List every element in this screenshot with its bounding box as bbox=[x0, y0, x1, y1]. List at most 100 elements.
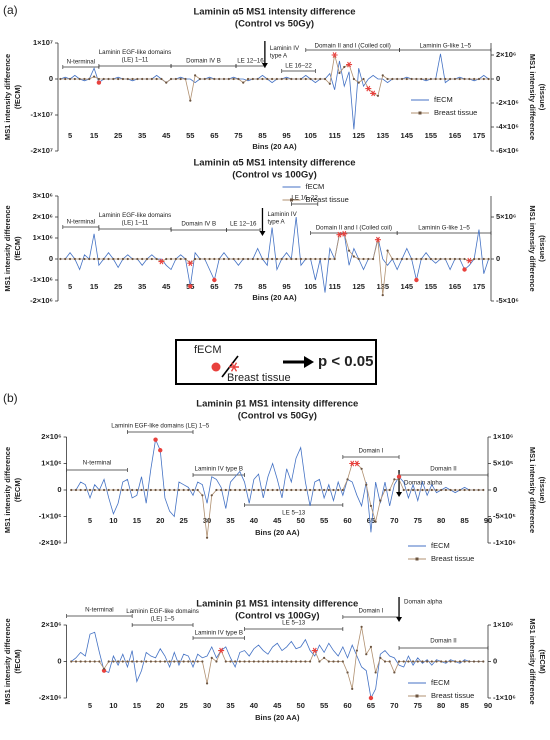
point-marker bbox=[270, 257, 274, 261]
point-marker bbox=[68, 257, 72, 261]
legend-label: fECM bbox=[431, 678, 450, 687]
point-marker bbox=[187, 488, 190, 492]
domain-bracket bbox=[131, 623, 194, 627]
point-marker bbox=[136, 257, 139, 261]
x-tick-label: 25 bbox=[114, 282, 122, 291]
point-marker bbox=[261, 77, 264, 81]
significance-asterisk bbox=[466, 257, 473, 264]
point-marker bbox=[112, 660, 115, 663]
point-marker bbox=[472, 488, 476, 492]
point-marker bbox=[327, 488, 330, 492]
point-marker bbox=[243, 660, 246, 663]
y2-tick-label: 1×10⁶ bbox=[493, 620, 513, 629]
chart-subtitle: (Control vs 100Gy) bbox=[235, 611, 319, 622]
domain-bracket bbox=[98, 64, 172, 68]
domain-label: Domain IV B bbox=[186, 58, 221, 65]
point-marker bbox=[107, 77, 110, 81]
x-tick-label: 165 bbox=[449, 282, 462, 291]
y2-tick-label: 0 bbox=[496, 254, 500, 263]
point-marker bbox=[117, 660, 120, 663]
y-axis-title: (fECM) bbox=[13, 236, 22, 261]
domain-bracket bbox=[192, 636, 245, 640]
point-marker bbox=[155, 77, 158, 81]
point-marker bbox=[374, 671, 377, 674]
significance-dot bbox=[96, 80, 102, 85]
y2-tick-label: 0 bbox=[496, 74, 500, 83]
point-marker bbox=[102, 488, 106, 492]
domain-bracket bbox=[398, 473, 489, 477]
point-marker bbox=[242, 81, 245, 84]
point-marker bbox=[251, 77, 254, 81]
point-marker bbox=[323, 488, 326, 492]
domain-label: Domain IV B bbox=[181, 221, 216, 228]
legend-label: Breast tissue bbox=[306, 195, 349, 204]
x-tick-label: 15 bbox=[90, 131, 98, 140]
point-marker bbox=[184, 257, 187, 261]
y2-tick-label: -4×10⁶ bbox=[496, 122, 519, 131]
point-marker bbox=[117, 77, 120, 81]
significance-asterisk bbox=[218, 647, 225, 654]
point-marker bbox=[191, 660, 195, 663]
point-marker bbox=[473, 77, 476, 81]
point-marker bbox=[159, 488, 162, 492]
point-marker bbox=[458, 77, 461, 81]
point-marker bbox=[309, 77, 312, 81]
point-marker bbox=[102, 257, 105, 261]
domain-label: (LE) 1–11 bbox=[122, 57, 149, 64]
x-tick-label: 135 bbox=[376, 131, 389, 140]
point-marker bbox=[98, 660, 101, 663]
point-marker bbox=[327, 660, 330, 663]
point-marker bbox=[463, 488, 466, 492]
chart-subtitle: (Control vs 50Gy) bbox=[235, 19, 314, 30]
x-tick-label: 85 bbox=[258, 282, 266, 291]
point-marker bbox=[126, 660, 129, 663]
point-marker bbox=[215, 488, 218, 492]
point-marker bbox=[102, 667, 106, 670]
point-marker bbox=[477, 257, 481, 261]
point-marker bbox=[482, 77, 485, 81]
x-tick-label: 45 bbox=[273, 701, 281, 710]
series-line bbox=[60, 53, 489, 130]
x-axis-title: Bins (20 AA) bbox=[252, 293, 297, 302]
point-marker bbox=[141, 257, 144, 261]
point-marker bbox=[338, 71, 341, 75]
significance-asterisk bbox=[346, 61, 353, 68]
point-marker bbox=[318, 488, 321, 492]
point-marker bbox=[449, 257, 452, 261]
point-marker bbox=[234, 488, 237, 492]
point-marker bbox=[458, 488, 462, 492]
point-marker bbox=[280, 77, 283, 81]
point-marker bbox=[415, 77, 418, 81]
point-marker bbox=[416, 488, 419, 492]
domain-label: Domain II bbox=[430, 466, 457, 473]
point-marker bbox=[468, 488, 471, 492]
y-axis-title: MS1 intensity difference bbox=[3, 205, 12, 291]
point-marker bbox=[381, 294, 384, 297]
domain-label: (LE) 1–11 bbox=[122, 220, 149, 227]
point-marker bbox=[79, 488, 82, 492]
point-marker bbox=[261, 257, 264, 261]
point-marker bbox=[393, 478, 396, 481]
x-tick-label: 5 bbox=[88, 516, 92, 525]
significance-dot bbox=[101, 668, 107, 673]
point-marker bbox=[383, 488, 387, 492]
point-marker bbox=[121, 488, 124, 492]
point-marker bbox=[88, 257, 91, 261]
x-tick-label: 145 bbox=[401, 131, 414, 140]
point-marker bbox=[444, 77, 447, 81]
x-tick-label: 35 bbox=[226, 701, 234, 710]
point-marker bbox=[210, 494, 213, 497]
point-marker bbox=[341, 660, 344, 663]
chart-title: Laminin α5 MS1 intensity difference bbox=[193, 158, 355, 169]
x-tick-label: 15 bbox=[133, 701, 141, 710]
point-marker bbox=[295, 257, 298, 261]
point-marker bbox=[243, 488, 246, 492]
x-tick-label: 95 bbox=[282, 282, 290, 291]
point-marker bbox=[294, 660, 298, 663]
significance-asterisk bbox=[374, 236, 381, 243]
domain-label: Laminin EGF-like domains bbox=[99, 49, 172, 56]
key-box bbox=[175, 339, 377, 385]
point-marker bbox=[458, 660, 462, 663]
point-marker bbox=[426, 488, 429, 492]
legend-marker bbox=[415, 694, 419, 698]
